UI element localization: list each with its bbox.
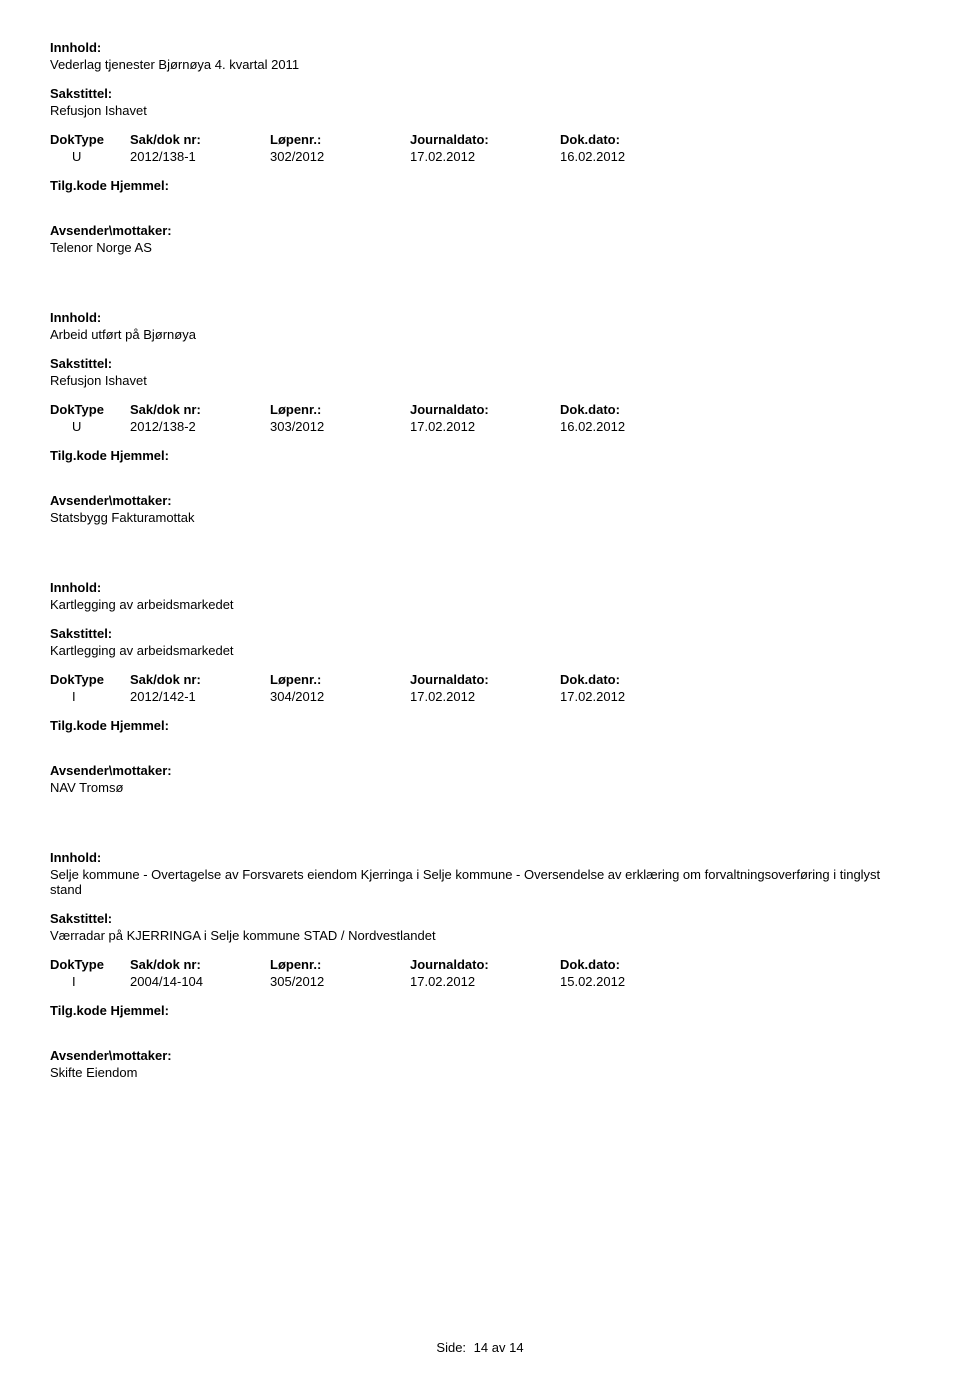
innhold-value: Arbeid utført på Bjørnøya	[50, 327, 910, 342]
avsender-label: Avsender\mottaker:	[50, 1048, 910, 1063]
avsender-value: NAV Tromsø	[50, 780, 910, 795]
dokdato-value: 17.02.2012	[560, 689, 710, 704]
tilgkode-hjemmel-row: Tilg.kode Hjemmel:	[50, 178, 910, 193]
journaldato-value: 17.02.2012	[410, 974, 560, 989]
lopenr-value: 303/2012	[270, 419, 410, 434]
dokdato-label: Dok.dato:	[560, 957, 710, 972]
footer-page-total: 14	[509, 1340, 523, 1355]
sakstittel-value: Kartlegging av arbeidsmarkedet	[50, 643, 910, 658]
doktype-value: I	[50, 974, 130, 989]
journal-entry: Innhold: Vederlag tjenester Bjørnøya 4. …	[50, 40, 910, 255]
avsender-value: Statsbygg Fakturamottak	[50, 510, 910, 525]
fields-header-row: DokType Sak/dok nr: Løpenr.: Journaldato…	[50, 402, 910, 417]
journaldato-value: 17.02.2012	[410, 689, 560, 704]
footer-sep: av	[492, 1340, 506, 1355]
footer-page-current: 14	[474, 1340, 488, 1355]
journal-entry: Innhold: Arbeid utført på Bjørnøya Sakst…	[50, 310, 910, 525]
fields-value-row: U 2012/138-1 302/2012 17.02.2012 16.02.2…	[50, 149, 910, 164]
dokdato-label: Dok.dato:	[560, 132, 710, 147]
innhold-label: Innhold:	[50, 40, 910, 55]
hjemmel-label: Hjemmel:	[110, 178, 169, 193]
fields-value-row: I 2012/142-1 304/2012 17.02.2012 17.02.2…	[50, 689, 910, 704]
innhold-value: Selje kommune - Overtagelse av Forsvaret…	[50, 867, 910, 897]
lopenr-value: 305/2012	[270, 974, 410, 989]
fields-value-row: I 2004/14-104 305/2012 17.02.2012 15.02.…	[50, 974, 910, 989]
lopenr-label: Løpenr.:	[270, 132, 410, 147]
sakstittel-label: Sakstittel:	[50, 911, 910, 926]
sakstittel-label: Sakstittel:	[50, 356, 910, 371]
avsender-label: Avsender\mottaker:	[50, 763, 910, 778]
tilgkode-hjemmel-row: Tilg.kode Hjemmel:	[50, 448, 910, 463]
fields-header-row: DokType Sak/dok nr: Løpenr.: Journaldato…	[50, 672, 910, 687]
journal-entry: Innhold: Kartlegging av arbeidsmarkedet …	[50, 580, 910, 795]
avsender-value: Skifte Eiendom	[50, 1065, 910, 1080]
dokdato-value: 16.02.2012	[560, 149, 710, 164]
fields-header-row: DokType Sak/dok nr: Løpenr.: Journaldato…	[50, 132, 910, 147]
fields-value-row: U 2012/138-2 303/2012 17.02.2012 16.02.2…	[50, 419, 910, 434]
dokdato-value: 15.02.2012	[560, 974, 710, 989]
sakdoknr-value: 2012/138-2	[130, 419, 270, 434]
hjemmel-label: Hjemmel:	[110, 1003, 169, 1018]
doktype-label: DokType	[50, 957, 130, 972]
hjemmel-label: Hjemmel:	[110, 448, 169, 463]
sakdoknr-value: 2012/138-1	[130, 149, 270, 164]
doktype-value: U	[50, 419, 130, 434]
doktype-label: DokType	[50, 402, 130, 417]
sakdoknr-label: Sak/dok nr:	[130, 402, 270, 417]
fields-header-row: DokType Sak/dok nr: Løpenr.: Journaldato…	[50, 957, 910, 972]
sakstittel-value: Refusjon Ishavet	[50, 373, 910, 388]
page-footer: Side: 14 av 14	[50, 1340, 910, 1355]
tilgkode-label: Tilg.kode	[50, 448, 107, 463]
doktype-label: DokType	[50, 672, 130, 687]
sakdoknr-value: 2004/14-104	[130, 974, 270, 989]
hjemmel-label: Hjemmel:	[110, 718, 169, 733]
sakdoknr-label: Sak/dok nr:	[130, 957, 270, 972]
lopenr-label: Løpenr.:	[270, 672, 410, 687]
tilgkode-hjemmel-row: Tilg.kode Hjemmel:	[50, 1003, 910, 1018]
innhold-value: Kartlegging av arbeidsmarkedet	[50, 597, 910, 612]
journaldato-value: 17.02.2012	[410, 419, 560, 434]
sakstittel-label: Sakstittel:	[50, 86, 910, 101]
innhold-value: Vederlag tjenester Bjørnøya 4. kvartal 2…	[50, 57, 910, 72]
tilgkode-label: Tilg.kode	[50, 178, 107, 193]
innhold-label: Innhold:	[50, 310, 910, 325]
journaldato-label: Journaldato:	[410, 402, 560, 417]
doktype-value: I	[50, 689, 130, 704]
sakdoknr-label: Sak/dok nr:	[130, 672, 270, 687]
lopenr-value: 304/2012	[270, 689, 410, 704]
journal-entry: Innhold: Selje kommune - Overtagelse av …	[50, 850, 910, 1080]
doktype-label: DokType	[50, 132, 130, 147]
tilgkode-label: Tilg.kode	[50, 1003, 107, 1018]
innhold-label: Innhold:	[50, 850, 910, 865]
sakstittel-value: Værradar på KJERRINGA i Selje kommune ST…	[50, 928, 910, 943]
avsender-label: Avsender\mottaker:	[50, 493, 910, 508]
sakstittel-value: Refusjon Ishavet	[50, 103, 910, 118]
journaldato-label: Journaldato:	[410, 957, 560, 972]
sakdoknr-label: Sak/dok nr:	[130, 132, 270, 147]
journaldato-label: Journaldato:	[410, 132, 560, 147]
tilgkode-label: Tilg.kode	[50, 718, 107, 733]
sakdoknr-value: 2012/142-1	[130, 689, 270, 704]
dokdato-label: Dok.dato:	[560, 402, 710, 417]
doktype-value: U	[50, 149, 130, 164]
avsender-label: Avsender\mottaker:	[50, 223, 910, 238]
journaldato-label: Journaldato:	[410, 672, 560, 687]
dokdato-value: 16.02.2012	[560, 419, 710, 434]
avsender-value: Telenor Norge AS	[50, 240, 910, 255]
tilgkode-hjemmel-row: Tilg.kode Hjemmel:	[50, 718, 910, 733]
footer-side-label: Side:	[436, 1340, 466, 1355]
sakstittel-label: Sakstittel:	[50, 626, 910, 641]
innhold-label: Innhold:	[50, 580, 910, 595]
dokdato-label: Dok.dato:	[560, 672, 710, 687]
lopenr-value: 302/2012	[270, 149, 410, 164]
lopenr-label: Løpenr.:	[270, 402, 410, 417]
journaldato-value: 17.02.2012	[410, 149, 560, 164]
lopenr-label: Løpenr.:	[270, 957, 410, 972]
